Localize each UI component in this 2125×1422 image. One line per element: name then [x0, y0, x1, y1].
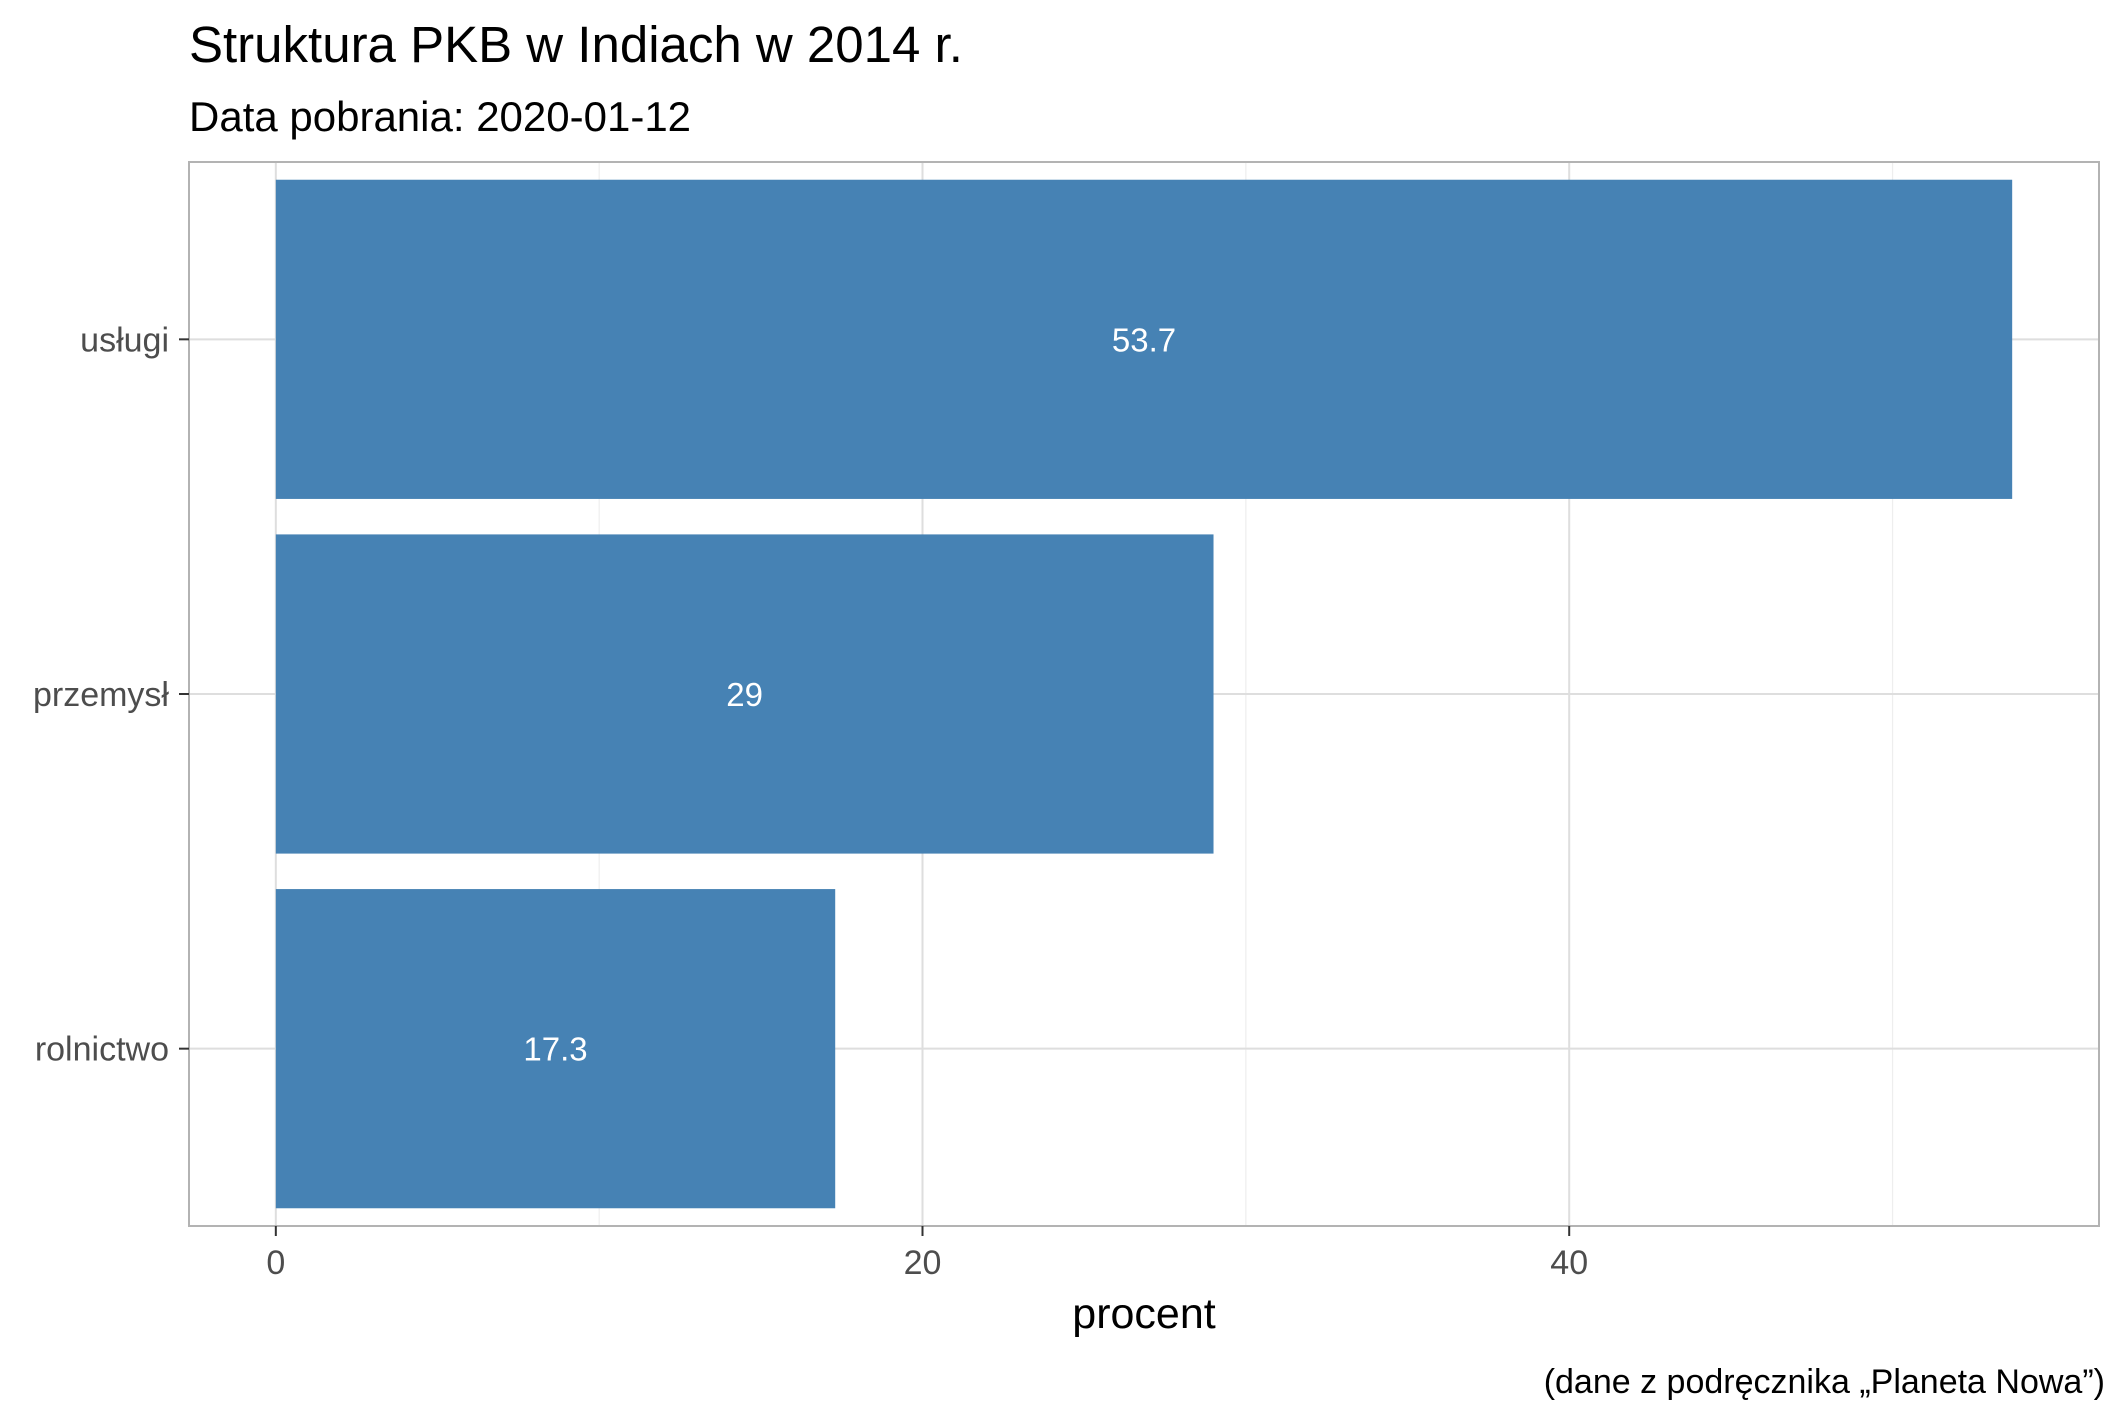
x-tick-label: 40	[1550, 1244, 1588, 1282]
bar-2	[275, 534, 1214, 854]
bar-value-label: 17.3	[523, 1031, 587, 1068]
bar-value-label: 29	[726, 676, 763, 713]
x-tick-label: 20	[904, 1244, 942, 1282]
chart-subtitle: Data pobrania: 2020-01-12	[189, 93, 691, 140]
bars-group	[275, 179, 2013, 1209]
x-tick-label: 0	[266, 1244, 285, 1282]
bar-value-label: 53.7	[1112, 321, 1176, 358]
x-axis-title: procent	[1072, 1290, 1215, 1338]
y-tick-label: rolnictwo	[35, 1031, 169, 1069]
chart-caption: (dane z podręcznika „Planeta Nowa”)	[1544, 1363, 2105, 1401]
bar-value-labels: 53.7 29 17.3	[523, 321, 1176, 1067]
y-axis: usługi przemysł rolnictwo	[33, 321, 189, 1069]
y-tick-label: usługi	[80, 321, 169, 359]
y-tick-label: przemysł	[33, 676, 169, 714]
x-axis: 0 20 40	[266, 1226, 1588, 1282]
bar-3	[275, 889, 836, 1209]
chart-title: Struktura PKB w Indiach w 2014 r.	[189, 16, 963, 73]
bar-1	[275, 179, 2013, 499]
